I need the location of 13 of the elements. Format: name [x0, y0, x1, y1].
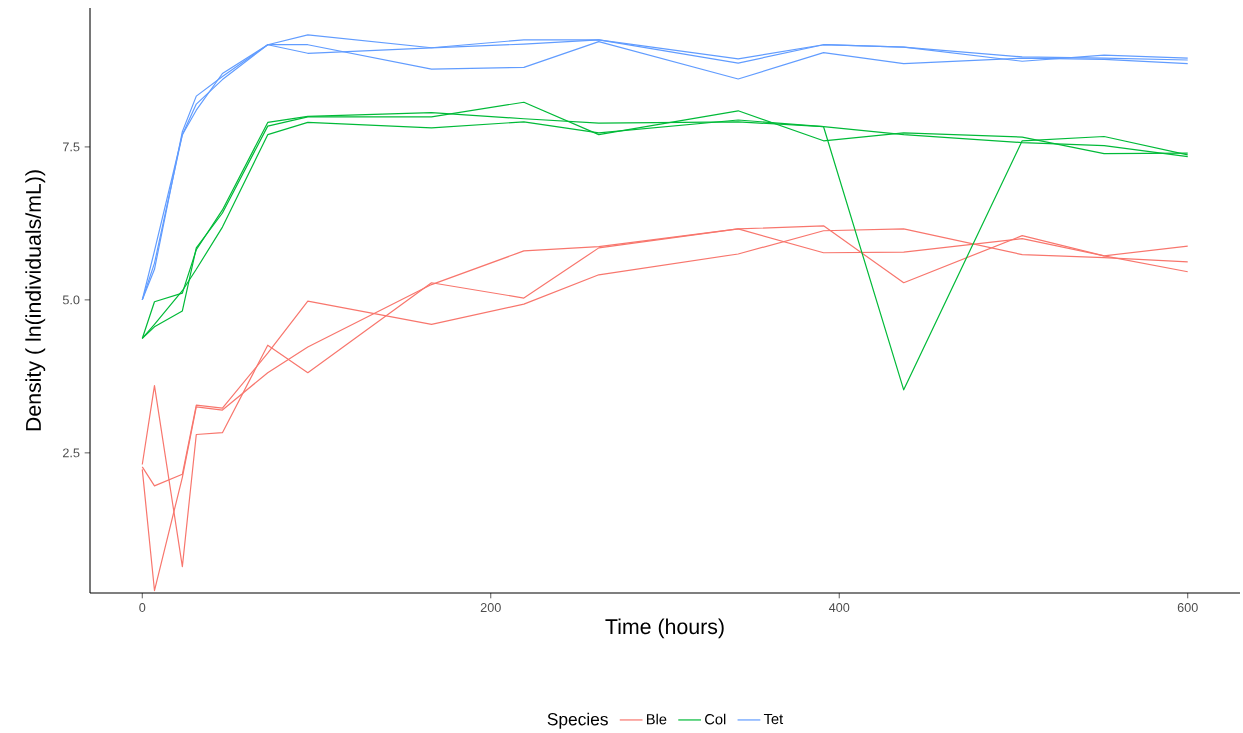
legend-label: Ble: [647, 713, 667, 725]
x-axis-title: Time (hours): [605, 618, 724, 639]
legend-label: Tet: [763, 714, 784, 725]
x-tick-label: 600: [1177, 603, 1198, 613]
y-tick-label: 5.0: [62, 295, 80, 305]
y-axis-title: Density ( ln(individuals/mL)): [25, 170, 46, 431]
legend-title: Species: [547, 712, 608, 730]
x-tick-label: 200: [480, 603, 501, 613]
y-tick-label: 7.5: [63, 142, 80, 152]
x-tick-label: 400: [828, 603, 850, 613]
y-tick-label: 2.5: [62, 448, 80, 458]
legend-label: Col: [705, 713, 726, 725]
x-tick-label: 0: [139, 603, 146, 613]
